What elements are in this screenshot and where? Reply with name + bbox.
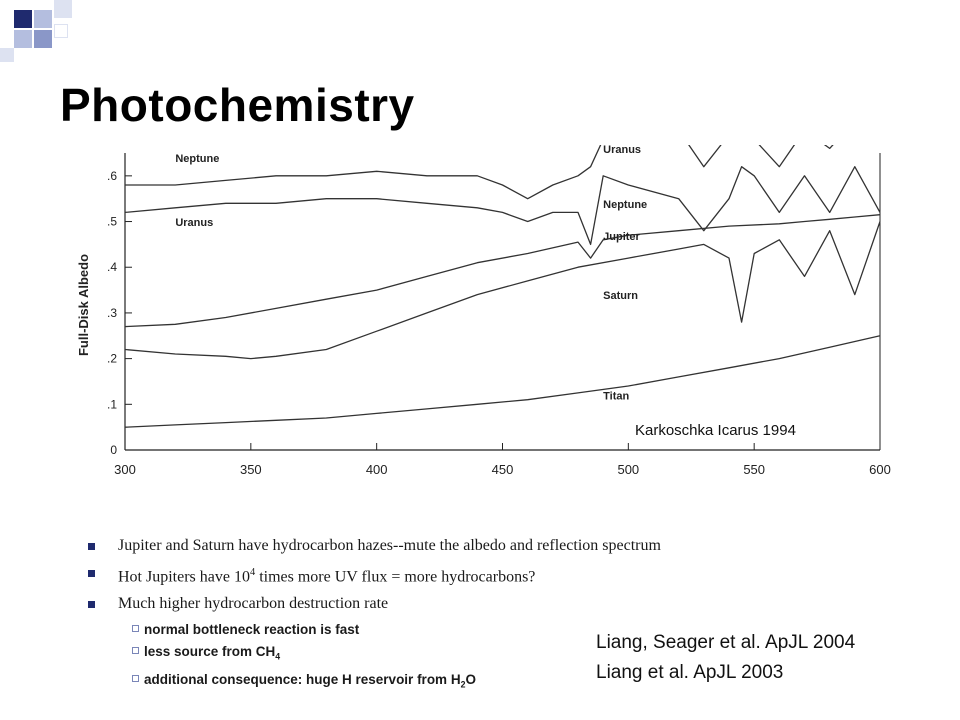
y-tick-label: .5 <box>107 215 117 229</box>
series-line-neptune <box>125 145 834 200</box>
bullet-superscript: 4 <box>249 567 256 578</box>
series-line-uranus <box>124 166 881 246</box>
chart-series-labels: Neptune Neptune Uranus Uranus Jupiter Saturn T… <box>175 145 647 403</box>
series-line-titan <box>124 335 881 428</box>
y-tick-label: .6 <box>107 169 117 183</box>
reference-1: Liang, Seager et al. ApJL 2004 <box>596 632 856 653</box>
x-tick-label: 550 <box>743 462 765 477</box>
decor-square-7 <box>54 24 68 38</box>
square-bullet-icon <box>88 601 95 609</box>
series-label-uranus: Uranus <box>603 145 641 156</box>
bullet-item: Much higher hydrocarbon destruction rate <box>88 593 888 615</box>
decor-square-6 <box>0 48 14 62</box>
bullet-text: Jupiter and Saturn have hydrocarbon haze… <box>118 537 661 554</box>
y-tick-label: .2 <box>107 352 117 366</box>
bullet-text: Much higher hydrocarbon destruction rate <box>118 595 389 613</box>
source-annotation: Karkoschka Icarus 1994 <box>635 422 796 439</box>
hollow-square-bullet-icon <box>132 625 139 633</box>
bullet-text-cont: times more UV flux = more hydrocarbons? <box>255 568 536 586</box>
series-line-jupiter <box>124 214 881 328</box>
sub-bullet-item: normal bottleneck reaction is fast <box>88 620 888 639</box>
series-line-saturn <box>124 221 881 360</box>
decor-square-3 <box>54 0 72 18</box>
y-axis-label: Full-Disk Albedo <box>76 254 91 356</box>
sub-bullet-text: normal bottleneck reaction is fast <box>144 622 360 638</box>
x-tick-label: 500 <box>617 462 639 477</box>
bullet-text: Hot Jupiters have 10 <box>118 568 250 586</box>
sub-bullet-subscript: 4 <box>275 652 281 663</box>
slide-title: Photochemistry <box>60 79 415 131</box>
chart-series <box>124 145 881 428</box>
sub-bullet-text: additional consequence: huge H reservoir… <box>144 672 461 688</box>
chart-ticks: 300 350 400 450 500 550 600 0 .1 .2 .3 .4 .5 .6 <box>107 169 891 477</box>
decor-square-1 <box>14 10 32 28</box>
reference-2: Liang et al. ApJL 2003 <box>596 662 784 683</box>
hollow-square-bullet-icon <box>132 647 139 655</box>
sub-bullet-subscript: 2 <box>460 679 466 690</box>
series-label-jupiter: Jupiter <box>603 231 640 243</box>
sub-bullet-item: additional consequence: huge H reservoir… <box>88 670 888 695</box>
square-bullet-icon <box>88 570 95 577</box>
x-tick-label: 450 <box>492 462 514 477</box>
x-tick-label: 600 <box>869 462 891 477</box>
sub-bullet-text: less source from CH <box>144 644 276 660</box>
bullet-item: Jupiter and Saturn have hydrocarbon haze… <box>88 535 888 557</box>
y-tick-label: 0 <box>110 443 117 457</box>
series-label-uranus: Uranus <box>175 217 213 229</box>
bullet-item: Hot Jupiters have 104 times more UV flux… <box>88 562 888 588</box>
bullet-list: Jupiter and Saturn have hydrocarbon haze… <box>88 535 888 698</box>
y-tick-label: .1 <box>107 397 117 411</box>
x-tick-label: 300 <box>114 462 136 477</box>
decor-square-4 <box>14 30 32 48</box>
series-label-neptune: Neptune <box>175 153 219 165</box>
sub-bullet-text-cont: O <box>465 672 476 688</box>
series-label-saturn: Saturn <box>603 290 638 302</box>
square-bullet-icon <box>88 543 95 550</box>
series-label-titan: Titan <box>603 391 629 403</box>
decor-square-2 <box>34 10 52 28</box>
chart-axes <box>124 153 881 451</box>
hollow-square-bullet-icon <box>132 675 139 683</box>
sub-bullet-item: less source from CH4 <box>88 642 888 667</box>
y-tick-label: .4 <box>107 260 117 274</box>
decor-square-5 <box>34 30 52 48</box>
y-tick-label: .3 <box>107 306 117 320</box>
albedo-chart: 300 350 400 450 500 550 600 0 .1 .2 .3 .4 .5 .6 Neptu… <box>76 145 891 477</box>
x-tick-label: 400 <box>366 462 388 477</box>
x-tick-label: 350 <box>240 462 262 477</box>
series-label-neptune: Neptune <box>603 199 647 211</box>
